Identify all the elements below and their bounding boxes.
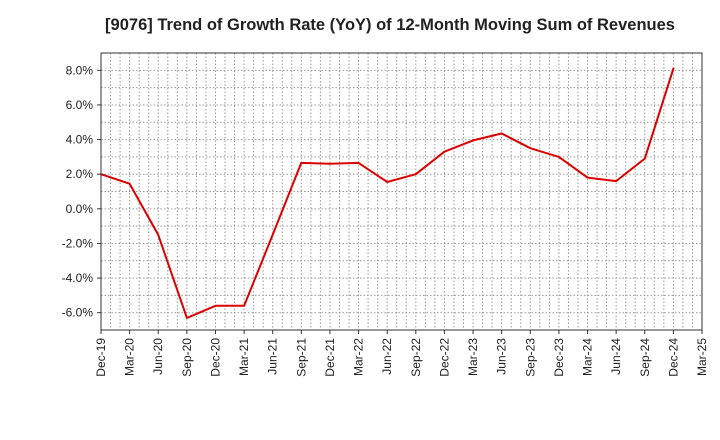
x-tick-label: Dec-23 — [552, 338, 566, 377]
series-line — [100, 67, 675, 319]
x-tick-label: Mar-20 — [123, 338, 137, 376]
x-tick-label: Sep-20 — [180, 338, 194, 377]
y-tick-label: 8.0% — [66, 63, 94, 77]
x-tick-label: Jun-24 — [609, 338, 623, 375]
x-tick-label: Jun-22 — [380, 338, 394, 375]
y-tick-label: -4.0% — [62, 271, 94, 285]
y-axis-ticks: -6.0% -4.0% -2.0% 0.0% 2.0% 4.0% 6.0% 8.0% — [62, 63, 101, 320]
x-tick-label: Mar-22 — [352, 338, 366, 376]
x-tick-label: Mar-21 — [237, 338, 251, 376]
x-tick-label: Jun-23 — [495, 338, 509, 375]
x-tick-label: Sep-21 — [294, 338, 308, 377]
x-tick-label: Mar-25 — [695, 338, 709, 376]
x-tick-label: Sep-22 — [409, 338, 423, 377]
x-tick-label: Mar-24 — [581, 338, 595, 376]
y-tick-label: 6.0% — [66, 98, 94, 112]
y-tick-label: -6.0% — [62, 306, 94, 320]
x-tick-label: Jun-21 — [266, 338, 280, 375]
y-tick-label: 2.0% — [66, 167, 94, 181]
x-tick-label: Sep-23 — [523, 338, 537, 377]
x-tick-label: Dec-19 — [94, 338, 108, 377]
y-tick-label: 0.0% — [66, 202, 94, 216]
series-layer — [100, 67, 675, 319]
x-tick-label: Dec-21 — [323, 338, 337, 377]
x-tick-label: Sep-24 — [638, 338, 652, 377]
x-tick-label: Jun-20 — [151, 338, 165, 375]
y-tick-label: -2.0% — [62, 236, 94, 250]
y-tick-label: 4.0% — [66, 133, 94, 147]
x-axis-ticks: Dec-19 Mar-20 Jun-20 Sep-20 Dec-20 Mar-21 Jun-… — [94, 330, 709, 377]
x-tick-label: Dec-24 — [666, 338, 680, 377]
chart-title: [9076] Trend of Growth Rate (YoY) of 12-… — [105, 16, 675, 34]
x-tick-label: Dec-22 — [437, 338, 451, 377]
plot-frame — [100, 52, 703, 331]
x-tick-label: Dec-20 — [208, 338, 222, 377]
grid — [101, 53, 702, 330]
x-tick-label: Mar-23 — [466, 338, 480, 376]
